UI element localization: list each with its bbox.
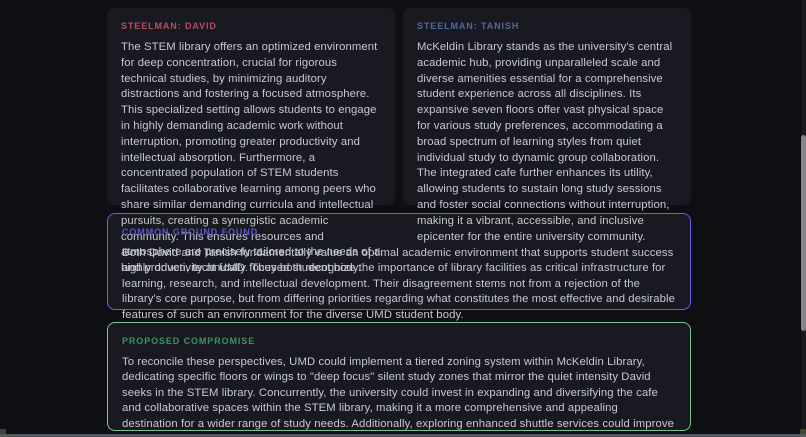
steelman-row: STEELMAN: DAVID The STEM library offers … — [107, 8, 691, 274]
proposed-compromise-label: PROPOSED COMPROMISE — [122, 336, 256, 346]
vertical-scrollbar-thumb[interactable] — [801, 135, 806, 331]
proposed-compromise-card: PROPOSED COMPROMISE To reconcile these p… — [107, 322, 691, 437]
steelman-tanish-text: McKeldin Library stands as the universit… — [417, 41, 673, 243]
steelman-david-label: STEELMAN: DAVID — [121, 21, 217, 31]
bottom-left-corner-accent — [0, 429, 6, 437]
steelman-david-card: STEELMAN: DAVID The STEM library offers … — [107, 8, 395, 274]
bottom-scrollbar[interactable] — [0, 434, 806, 437]
bottom-right-corner-accent — [800, 429, 806, 437]
common-ground-label: COMMON GROUND FOUND — [122, 227, 259, 237]
steelman-david-text: The STEM library offers an optimized env… — [121, 41, 381, 275]
debate-summary-panel: STEELMAN: DAVID The STEM library offers … — [107, 8, 691, 437]
vertical-scrollbar-track[interactable] — [800, 0, 806, 434]
common-ground-card: COMMON GROUND FOUND Both David and Tanis… — [107, 213, 691, 321]
steelman-tanish-label: STEELMAN: TANISH — [417, 21, 520, 31]
steelman-tanish-card: STEELMAN: TANISH McKeldin Library stands… — [403, 8, 691, 243]
proposed-compromise-text: To reconcile these perspectives, UMD cou… — [122, 356, 675, 437]
common-ground-text: Both David and Tanish fundamentally valu… — [122, 247, 676, 321]
